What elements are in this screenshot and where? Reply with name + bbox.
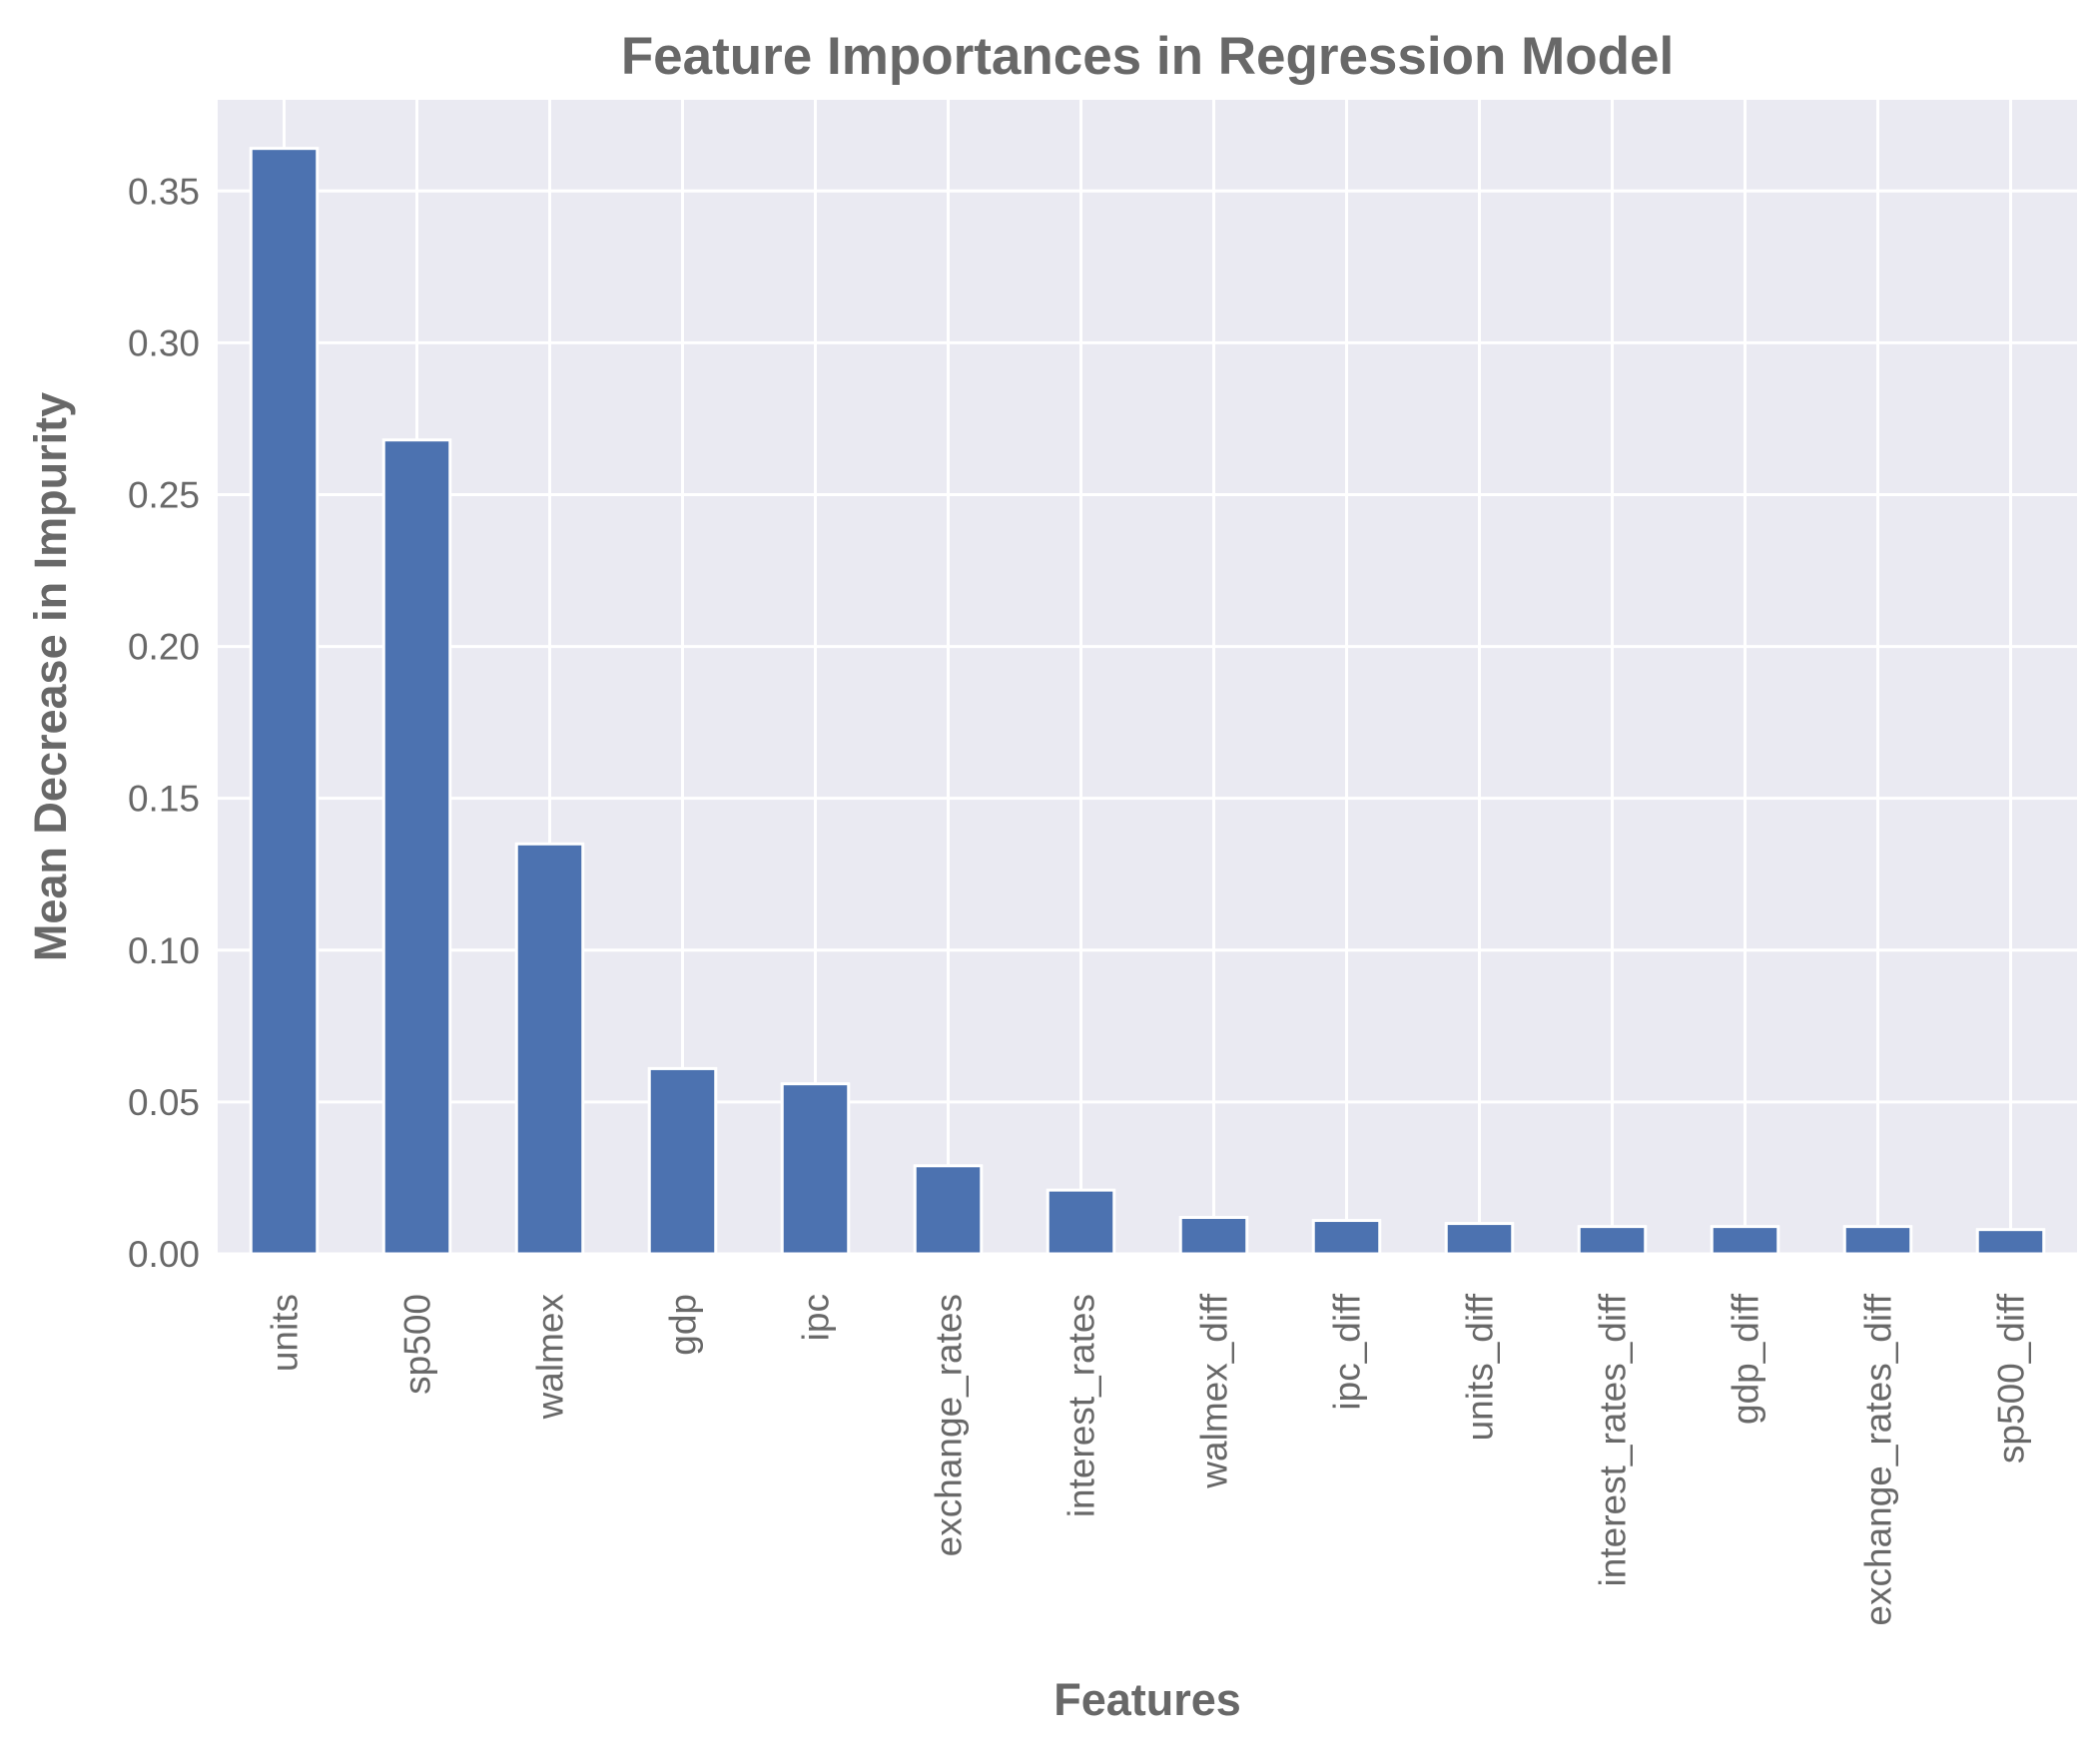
x-tick-label: ipc_diff	[1327, 1293, 1368, 1410]
y-tick-label: 0.25	[128, 474, 200, 515]
bar-interest_rates	[1046, 1188, 1116, 1256]
bar-sp500	[381, 438, 452, 1256]
x-tick-label: interest_rates_diff	[1593, 1293, 1634, 1586]
x-tick-label: sp500_diff	[1991, 1293, 2032, 1463]
bar-gdp_diff	[1710, 1225, 1780, 1256]
x-tick-label: exchange_rates_diff	[1858, 1293, 1899, 1625]
chart-title: Feature Importances in Regression Model	[621, 27, 1674, 86]
bar-exchange_rates_diff	[1842, 1225, 1913, 1256]
y-tick-label: 0.00	[128, 1234, 200, 1275]
x-tick-label: sp500	[397, 1294, 438, 1395]
y-tick-label: 0.15	[128, 779, 200, 820]
bar-gdp	[647, 1066, 718, 1256]
bar-interest_rates_diff	[1577, 1225, 1648, 1256]
y-tick-label: 0.20	[128, 627, 200, 668]
y-tick-label: 0.05	[128, 1082, 200, 1123]
bar-walmex	[514, 842, 585, 1256]
bar-units_diff	[1444, 1222, 1515, 1256]
x-tick-labels: units sp500 walmex gdp ipc exchange_rates inte…	[265, 1293, 2032, 1625]
x-tick-label: units_diff	[1460, 1293, 1501, 1441]
grid-lines	[218, 100, 2077, 1256]
x-tick-label: walmex	[530, 1294, 571, 1421]
y-tick-label: 0.10	[128, 930, 200, 971]
y-axis-label: Mean Decrease in Impurity	[25, 392, 76, 961]
y-tick-label: 0.35	[128, 171, 200, 212]
bar-units	[249, 147, 320, 1256]
plot-area	[218, 100, 2077, 1254]
x-tick-label: walmex_diff	[1194, 1293, 1235, 1488]
x-tick-label: units	[265, 1294, 306, 1372]
bar-ipc_diff	[1311, 1219, 1382, 1256]
x-tick-label: ipc	[796, 1294, 837, 1341]
x-tick-label: gdp_diff	[1726, 1293, 1766, 1425]
x-tick-label: interest_rates	[1061, 1294, 1102, 1517]
bar-walmex_diff	[1178, 1215, 1249, 1256]
x-tick-label: gdp	[663, 1294, 704, 1356]
bars	[249, 147, 2046, 1256]
bar-sp500_diff	[1975, 1228, 2046, 1256]
x-axis-label: Features	[1053, 1674, 1241, 1725]
x-tick-label: exchange_rates	[929, 1294, 970, 1556]
y-tick-label: 0.30	[128, 322, 200, 363]
y-tick-labels: 0.00 0.05 0.10 0.15 0.20 0.25 0.30 0.35	[128, 171, 200, 1275]
bar-ipc	[780, 1082, 851, 1256]
bar-exchange_rates	[913, 1164, 984, 1256]
